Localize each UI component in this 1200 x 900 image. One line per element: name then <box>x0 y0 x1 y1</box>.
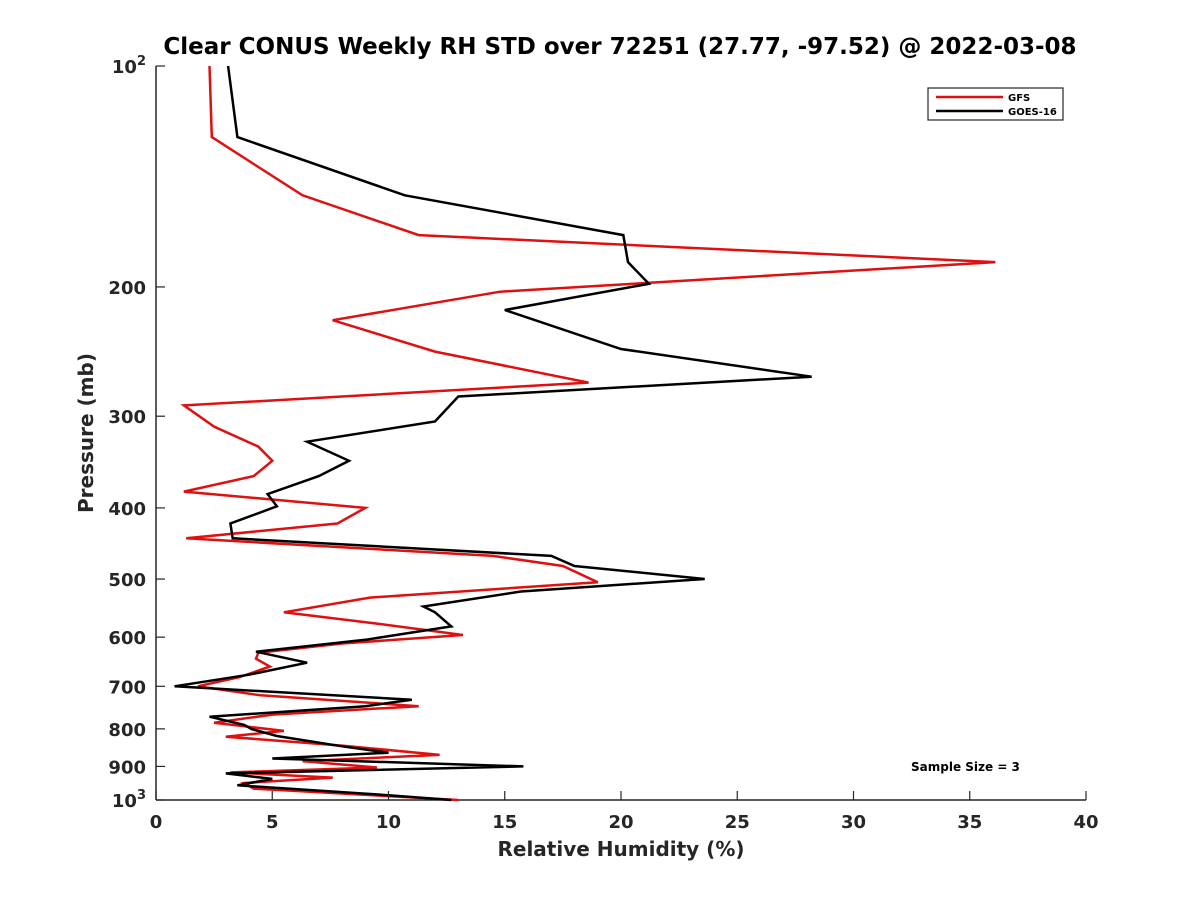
x-tick-label: 5 <box>266 812 279 833</box>
x-tick-label: 15 <box>492 812 517 833</box>
x-tick-label: 25 <box>725 812 750 833</box>
y-tick-label: 500 <box>108 570 146 591</box>
x-tick-label: 10 <box>376 812 401 833</box>
y-tick-label: 800 <box>108 720 146 741</box>
x-tick-label: 35 <box>957 812 982 833</box>
series-line-goes16 <box>174 65 812 802</box>
legend-box <box>927 87 1064 121</box>
legend-label-goes16: GOES-16 <box>1008 107 1057 118</box>
plot-frame <box>155 66 1086 801</box>
x-axis-label: Relative Humidity (%) <box>497 837 744 861</box>
y-tick-label: 900 <box>108 757 146 778</box>
legend: GFS GOES-16 <box>927 87 1064 121</box>
sample-size-annotation: Sample Size = 3 <box>911 760 1020 774</box>
y-ticks: 102 200 300 400 500 600 700 800 900 103 <box>108 54 165 812</box>
y-tick-label: 102 <box>112 54 146 78</box>
y-tick-label: 200 <box>108 278 146 299</box>
x-tick-label: 40 <box>1073 812 1098 833</box>
legend-label-gfs: GFS <box>1008 93 1030 104</box>
y-axis-label: Pressure (mb) <box>74 353 98 513</box>
x-ticks: 0 5 10 15 20 25 30 35 40 <box>150 791 1099 833</box>
x-tick-label: 30 <box>841 812 866 833</box>
y-tick-label: 103 <box>112 788 146 812</box>
series-line-gfs <box>180 65 996 802</box>
x-tick-label: 0 <box>150 812 163 833</box>
chart-title: Clear CONUS Weekly RH STD over 72251 (27… <box>163 34 1076 60</box>
y-tick-label: 700 <box>108 677 146 698</box>
y-tick-label: 400 <box>108 499 146 520</box>
y-tick-label: 600 <box>108 628 146 649</box>
x-tick-label: 20 <box>608 812 633 833</box>
series-layer <box>174 65 996 802</box>
y-tick-label: 300 <box>108 407 146 428</box>
